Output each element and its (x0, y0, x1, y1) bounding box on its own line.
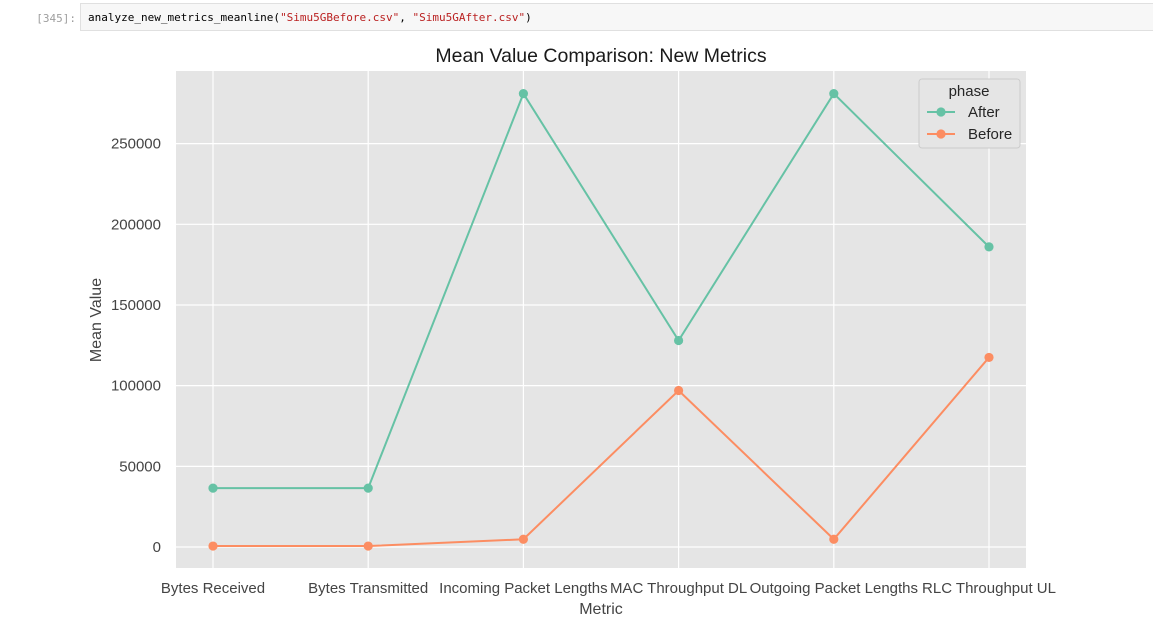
code-arg-after: "Simu5GAfter.csv" (412, 11, 526, 24)
data-point-before (674, 385, 684, 396)
y-tick-labels: 0 50000 100000 150000 200000 250000 (111, 136, 161, 556)
legend-label-before: Before (968, 126, 1012, 143)
code-cell[interactable]: [345]: analyze_new_metrics_meanline("Sim… (0, 3, 1153, 33)
data-point-after (208, 483, 218, 493)
data-point-before (518, 534, 529, 544)
y-tick-label: 100000 (111, 378, 161, 395)
data-point-after (363, 483, 373, 493)
legend: phase After Before (918, 78, 1021, 149)
legend-marker-after (936, 107, 946, 117)
legend-marker-before (936, 129, 946, 139)
code-function-call: analyze_new_metrics_meanline( (88, 11, 281, 24)
legend-item-before: Before (927, 126, 1012, 143)
y-tick-label: 200000 (111, 216, 161, 233)
y-tick-label: 50000 (119, 458, 161, 475)
series-line-before (213, 356, 990, 548)
y-tick-label: 150000 (111, 297, 161, 314)
data-point-after (674, 335, 684, 346)
x-tick-label: MAC Throughput DL (610, 580, 747, 597)
code-input[interactable]: analyze_new_metrics_meanline("Simu5GBefo… (80, 3, 1153, 31)
code-text: analyze_new_metrics_meanline("Simu5GBefo… (88, 11, 532, 24)
chart-title: Mean Value Comparison: New Metrics (435, 45, 767, 67)
legend-label-after: After (968, 104, 1000, 121)
series-line-after (213, 91, 990, 490)
code-arg-separator: , (399, 11, 413, 24)
y-axis-label: Mean Value (88, 278, 105, 362)
x-tick-label: Outgoing Packet Lengths (750, 580, 918, 597)
execution-count: [345]: (36, 12, 76, 25)
legend-title: phase (949, 83, 990, 100)
legend-item-after: After (927, 104, 1000, 121)
data-point-before (363, 541, 373, 551)
data-point-after (518, 88, 529, 99)
x-tick-labels: Bytes Received Bytes Transmitted Incoming … (161, 580, 1056, 597)
data-point-after (829, 88, 839, 99)
y-tick-label: 0 (153, 539, 161, 556)
x-tick-label: Incoming Packet Lengths (439, 580, 607, 597)
series-before (208, 352, 994, 551)
data-point-before (829, 534, 839, 544)
x-axis-label: Metric (579, 601, 623, 618)
code-close-paren: ) (525, 11, 532, 24)
y-tick-label: 250000 (111, 136, 161, 153)
data-point-after (984, 242, 994, 252)
plot-area (176, 71, 1026, 568)
x-tick-label: Bytes Received (161, 580, 265, 597)
series-after (208, 88, 994, 493)
data-point-before (984, 352, 994, 363)
code-arg-before: "Simu5GBefore.csv" (280, 11, 400, 24)
data-point-before (208, 541, 218, 551)
x-tick-label: Bytes Transmitted (308, 580, 428, 597)
series-layer (208, 88, 994, 551)
x-tick-label: RLC Throughput UL (922, 580, 1056, 597)
